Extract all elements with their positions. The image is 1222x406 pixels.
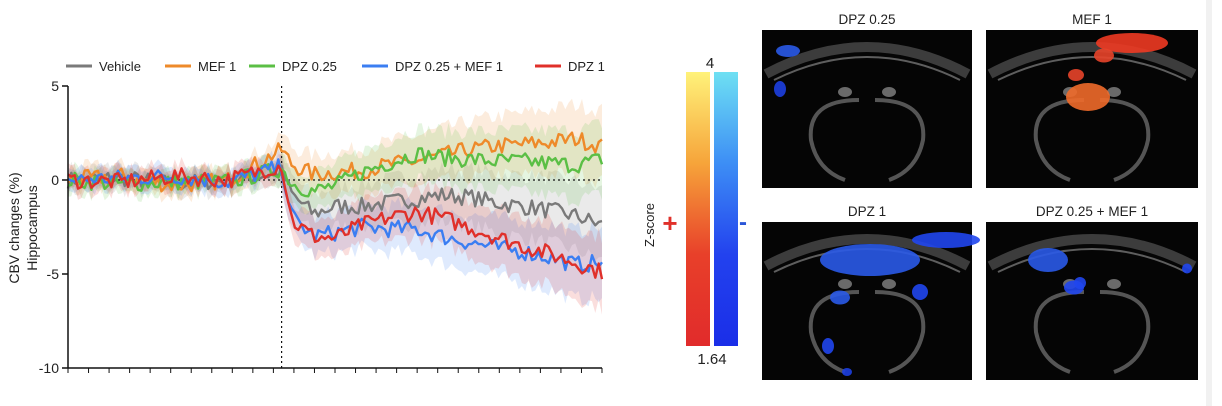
cortex-outline	[987, 234, 1197, 271]
corpus-callosum	[773, 56, 961, 81]
brain-panel: DPZ 1	[762, 204, 980, 380]
y-tick-label: 5	[51, 78, 59, 94]
activation-blob	[774, 81, 786, 97]
ventricle-left	[838, 279, 852, 289]
ventricle-right	[1107, 87, 1121, 97]
hippocampus-right	[1099, 290, 1151, 374]
panel-label: DPZ 1	[848, 204, 886, 219]
colorbar-min-label: 1.64	[697, 351, 726, 368]
ventricle-right	[1107, 279, 1121, 289]
error-band	[68, 148, 602, 307]
activation-blob	[912, 232, 980, 248]
series-line	[67, 164, 604, 280]
y-tick-label: -10	[39, 360, 59, 376]
activation-blob	[1182, 263, 1192, 274]
hippocampus-left	[808, 98, 860, 182]
cortex-outline	[987, 42, 1197, 79]
brain-panel: DPZ 0.25 + MEF 1	[986, 204, 1198, 380]
activation-blob	[1066, 83, 1110, 111]
activation-blob	[822, 338, 834, 354]
activation-blob	[912, 284, 928, 300]
activation-blob	[1096, 33, 1168, 53]
colorbar-positive-sign: +	[662, 208, 677, 238]
brain-map-panels: DPZ 0.25 MEF 1 DPZ 1 DPZ 0.25 + MEF 1	[762, 12, 1198, 380]
activation-blob	[1028, 248, 1068, 272]
corpus-callosum	[997, 56, 1187, 81]
x-axis-ticks	[67, 368, 603, 373]
hippocampus-right	[874, 98, 926, 182]
legend-label: MEF 1	[198, 59, 236, 74]
colorbar-axis-label: Z-score	[642, 203, 657, 247]
ventricle-left	[838, 87, 852, 97]
y-axis-label-line2: Hippocampus	[24, 185, 40, 271]
activation-blob	[830, 290, 850, 305]
activation-blob	[1068, 69, 1084, 81]
series-lines	[66, 131, 604, 280]
activation-blob	[820, 244, 920, 276]
edge-divider	[1206, 0, 1212, 406]
legend-label: DPZ 0.25 + MEF 1	[395, 59, 503, 74]
legend-label: Vehicle	[99, 59, 141, 74]
legend-label: DPZ 0.25	[282, 59, 337, 74]
activation-blob	[776, 45, 800, 57]
brain-panel: MEF 1	[986, 12, 1198, 188]
brain-panel: DPZ 0.25	[762, 12, 972, 188]
ventricle-right	[882, 87, 896, 97]
series-line	[66, 131, 603, 193]
y-axis-ticks: 5 0 -5 -10	[39, 78, 68, 376]
panel-label: DPZ 0.25 + MEF 1	[1036, 204, 1148, 219]
cortex-outline	[763, 42, 971, 79]
y-tick-label: 0	[51, 172, 59, 188]
ventricle-right	[882, 279, 896, 289]
panel-background	[986, 222, 1198, 380]
error-band	[68, 119, 602, 215]
hippocampus-right	[1099, 98, 1151, 182]
chart-legend: Vehicle MEF 1 DPZ 0.25 DPZ 0.25 + MEF 1 DPZ …	[66, 59, 605, 74]
colorbar-negative-sign: -	[739, 209, 747, 236]
colorbar-max-label: 4	[706, 55, 714, 72]
cortex-outline	[763, 234, 971, 271]
y-axis-label-line1: CBV changes (%)	[6, 172, 22, 283]
colorbar-negative	[714, 72, 738, 346]
panel-label: DPZ 0.25	[838, 12, 895, 27]
legend-label: DPZ 1	[568, 59, 605, 74]
corpus-callosum	[997, 248, 1187, 273]
activation-blob	[1094, 48, 1114, 63]
hippocampus-left	[1033, 290, 1085, 374]
hippocampus-left	[1033, 98, 1085, 182]
series-line	[67, 158, 603, 273]
activation-blob	[842, 368, 852, 376]
series-line	[67, 147, 604, 198]
panel-label: MEF 1	[1072, 12, 1112, 27]
hippocampus-right	[874, 290, 926, 374]
activation-blob	[1064, 280, 1084, 295]
y-tick-label: -5	[47, 266, 60, 282]
colorbar-positive	[686, 72, 710, 346]
